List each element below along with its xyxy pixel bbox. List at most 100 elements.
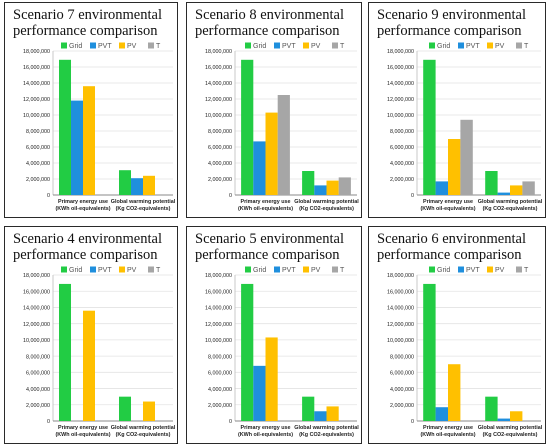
bar [314, 411, 327, 421]
legend-swatch [516, 42, 522, 49]
x-tick-label: (KWh oil-equivalents) [420, 432, 475, 438]
y-tick-label: 8,000,000 [208, 129, 232, 135]
x-tick-label: Primary energy use [58, 199, 108, 205]
y-tick-label: 14,000,000 [23, 81, 50, 87]
legend-label: PVT [282, 43, 296, 50]
legend-label: Grid [437, 43, 450, 50]
y-tick-label: 14,000,000 [387, 81, 414, 87]
y-tick-label: 12,000,000 [387, 322, 414, 328]
legend-swatch [516, 266, 522, 273]
y-tick-label: 0 [47, 193, 50, 199]
x-tick-label: (Kg CO2-equivalents) [483, 432, 538, 438]
chart-panel-scenario-8: 0 2,000,000 4,000,000 6,000,000 8,000,000 10,… [186, 2, 362, 218]
y-tick-label: 10,000,000 [205, 113, 232, 119]
legend-label: PV [311, 43, 321, 50]
y-tick-label: 16,000,000 [23, 289, 50, 295]
bar-chart: 0 2,000,000 4,000,000 6,000,000 8,000,000 10,… [23, 266, 176, 438]
y-tick-label: 18,000,000 [387, 49, 414, 55]
legend-label: Grid [253, 43, 266, 50]
y-tick-label: 6,000,000 [26, 145, 50, 151]
y-tick-label: 16,000,000 [387, 289, 414, 295]
y-tick-label: 18,000,000 [387, 273, 414, 279]
bar [302, 396, 315, 421]
bar [485, 171, 498, 195]
legend-label: PVT [98, 267, 112, 274]
legend-label: T [524, 43, 529, 50]
bar [253, 365, 266, 421]
legend-label: T [524, 267, 529, 274]
x-tick-label: Primary energy use [58, 425, 108, 431]
y-tick-label: 10,000,000 [23, 338, 50, 344]
legend-label: PV [495, 43, 505, 50]
y-tick-label: 6,000,000 [26, 371, 50, 377]
y-tick-label: 12,000,000 [23, 322, 50, 328]
y-tick-label: 12,000,000 [205, 322, 232, 328]
bar [277, 95, 290, 195]
bar [448, 139, 461, 195]
x-tick-label: (KWh oil-equivalents) [238, 206, 293, 212]
y-tick-label: 4,000,000 [208, 387, 232, 393]
legend-swatch [458, 266, 464, 273]
x-tick-label: Primary energy use [240, 199, 290, 205]
y-tick-label: 0 [47, 419, 50, 425]
legend-swatch [458, 42, 464, 49]
legend-swatch [119, 42, 125, 49]
legend-label: PVT [282, 267, 296, 274]
y-tick-label: 0 [411, 419, 414, 425]
x-tick-label: Global warming potential [478, 199, 543, 205]
bar [59, 59, 71, 195]
bar [71, 100, 83, 195]
y-tick-label: 18,000,000 [205, 49, 232, 55]
chart-panel-scenario-5: 0 2,000,000 4,000,000 6,000,000 8,000,000 10,… [186, 226, 362, 444]
bar [423, 283, 436, 421]
y-tick-label: 18,000,000 [205, 273, 232, 279]
bar [435, 407, 448, 421]
y-tick-label: 8,000,000 [26, 129, 50, 135]
bar [326, 406, 339, 421]
bar [119, 396, 131, 421]
bar [423, 59, 436, 195]
y-tick-label: 2,000,000 [26, 403, 50, 409]
x-tick-label: Global warming potential [294, 199, 359, 205]
legend-swatch [274, 266, 280, 273]
bar [302, 171, 315, 195]
legend-swatch [61, 42, 67, 49]
x-tick-label: Global warming potential [478, 425, 543, 431]
legend-label: Grid [253, 267, 266, 274]
bar [510, 185, 523, 195]
legend-label: PVT [98, 43, 112, 50]
x-tick-label: (Kg CO2-equivalents) [299, 206, 354, 212]
bar-chart: 0 2,000,000 4,000,000 6,000,000 8,000,000 10,… [387, 266, 543, 438]
y-tick-label: 0 [229, 419, 232, 425]
bar [253, 141, 266, 195]
x-tick-label: Primary energy use [423, 425, 473, 431]
y-tick-label: 14,000,000 [205, 306, 232, 312]
y-tick-label: 2,000,000 [390, 177, 414, 183]
y-tick-label: 18,000,000 [23, 273, 50, 279]
legend-label: PVT [466, 267, 480, 274]
legend-label: PV [311, 267, 321, 274]
y-tick-label: 6,000,000 [208, 371, 232, 377]
bar [510, 411, 523, 421]
legend-swatch [332, 266, 338, 273]
x-tick-label: Global warming potential [294, 425, 359, 431]
chart-title: Scenario 4 environmental performance com… [13, 231, 162, 263]
y-tick-label: 16,000,000 [23, 65, 50, 71]
legend-label: PV [127, 43, 137, 50]
bar [497, 418, 510, 421]
legend-swatch [245, 42, 251, 49]
bar [83, 310, 95, 421]
x-tick-label: (KWh oil-equivalents) [420, 206, 475, 212]
legend-label: Grid [69, 267, 82, 274]
chart-title: Scenario 7 environmental performance com… [13, 7, 162, 39]
y-tick-label: 2,000,000 [208, 177, 232, 183]
chart-title: Scenario 6 environmental performance com… [377, 231, 526, 263]
y-tick-label: 8,000,000 [208, 354, 232, 360]
bar [143, 175, 155, 195]
legend-swatch [332, 42, 338, 49]
x-tick-label: (KWh oil-equivalents) [55, 206, 110, 212]
bar [131, 178, 143, 195]
chart-panel-scenario-9: 0 2,000,000 4,000,000 6,000,000 8,000,000 10,… [368, 2, 546, 218]
y-tick-label: 14,000,000 [205, 81, 232, 87]
